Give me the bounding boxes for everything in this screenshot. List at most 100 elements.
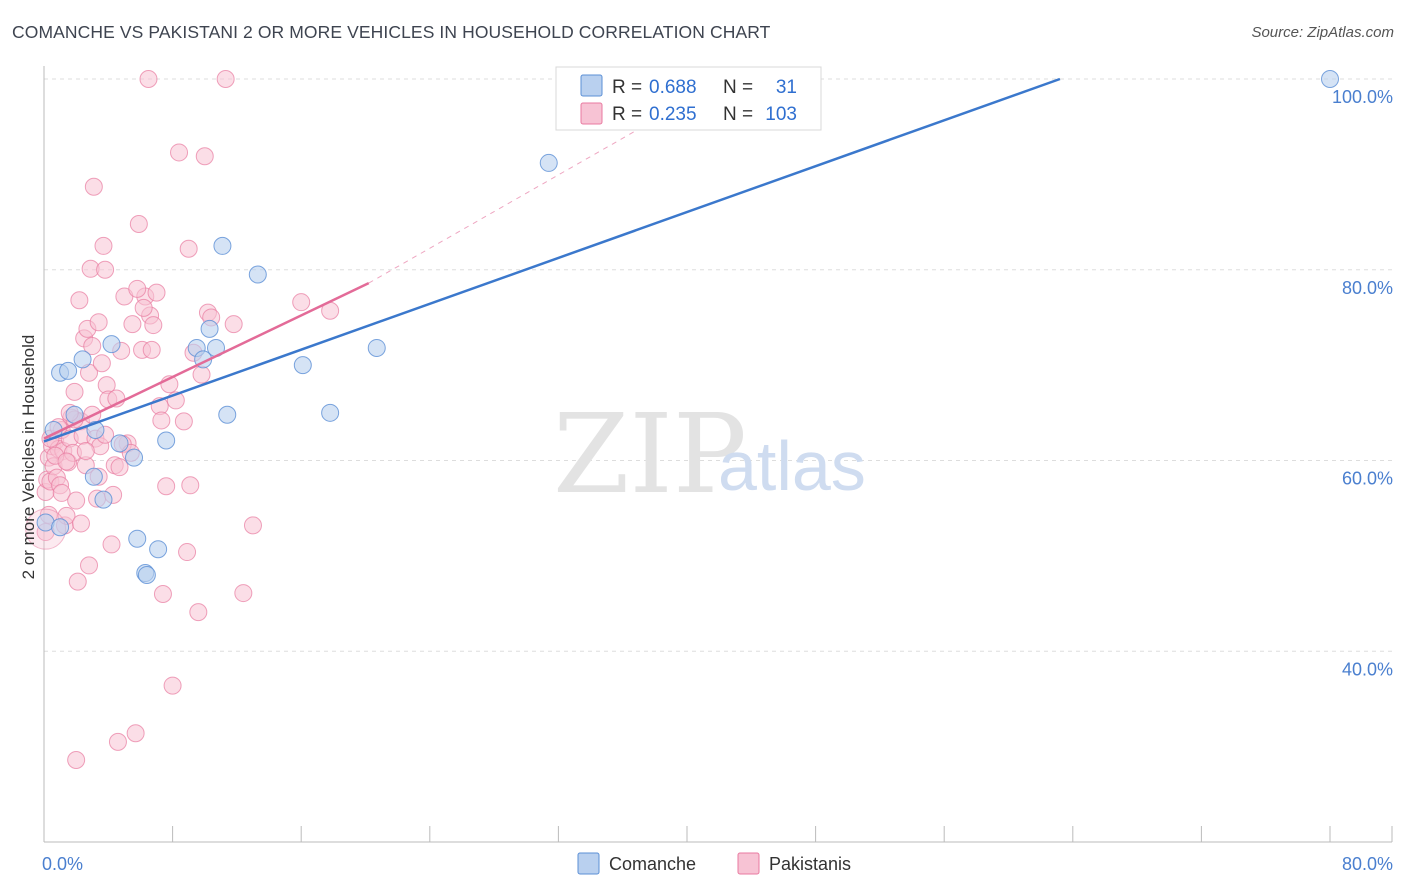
comanche-trend-line <box>43 77 1061 443</box>
comanche-point <box>539 153 558 172</box>
pakistanis-point <box>216 70 235 88</box>
legend-n-value-comanche: 31 <box>776 77 797 98</box>
pakistanis-point <box>142 340 161 359</box>
pakistanis-point <box>67 750 86 769</box>
watermark-atlas: atlas <box>718 427 866 505</box>
x-tick-label: 0.0% <box>42 854 83 874</box>
pakistanis-point <box>65 382 84 401</box>
x-tick-labels: 0.0% 80.0% <box>42 854 1393 874</box>
pakistanis-point <box>152 411 171 430</box>
legend-r-label-pakistanis: R = <box>612 104 642 125</box>
comanche-point <box>59 361 78 380</box>
comanche-point <box>157 431 176 450</box>
pakistanis-point <box>83 337 102 356</box>
comanche-point <box>125 448 144 467</box>
pakistanis-point <box>189 603 208 622</box>
x-tick-label: 80.0% <box>1342 854 1393 874</box>
pakistanis-point <box>68 572 87 591</box>
pakistanis-point <box>129 214 148 233</box>
legend-r-value-comanche: 0.688 <box>649 77 697 98</box>
series-legend: Comanche Pakistanis <box>577 852 851 875</box>
pakistanis-point <box>123 315 142 334</box>
pakistanis-point <box>108 732 127 751</box>
comanche-point <box>110 434 129 453</box>
y-tick-label: 100.0% <box>1332 87 1393 107</box>
pakistanis-point <box>92 354 111 373</box>
pakistanis-point <box>70 291 89 310</box>
pakistanis-point <box>89 313 108 332</box>
comanche-point <box>1321 70 1339 88</box>
pakistanis-point <box>153 585 172 604</box>
y-tick-label: 40.0% <box>1342 659 1393 679</box>
legend-r-value-pakistanis: 0.235 <box>649 104 697 125</box>
pakistanis-point <box>192 365 211 384</box>
comanche-point <box>321 403 340 422</box>
chart-title: COMANCHE VS PAKISTANI 2 OR MORE VEHICLES… <box>12 22 771 42</box>
pakistanis-point <box>170 143 189 162</box>
gridlines <box>44 78 1392 652</box>
pakistanis-point <box>178 543 197 562</box>
legend-swatch-comanche <box>580 74 603 97</box>
comanche-points <box>36 70 1339 584</box>
pakistanis-point <box>84 177 103 196</box>
pakistanis-point <box>195 147 214 166</box>
comanche-point <box>200 319 219 338</box>
bottom-legend-swatch-pakistanis <box>737 852 760 875</box>
pakistanis-point <box>243 516 262 535</box>
legend-swatch-pakistanis <box>580 102 603 125</box>
pakistanis-point <box>134 298 153 317</box>
watermark: ZIP atlas <box>553 390 866 518</box>
pakistanis-point <box>76 441 95 460</box>
comanche-point <box>84 467 103 486</box>
y-tick-label: 60.0% <box>1342 469 1393 489</box>
trend-lines <box>43 77 1061 443</box>
pakistanis-point <box>292 293 311 312</box>
pakistanis-point <box>179 239 198 258</box>
pakistanis-point <box>139 70 158 88</box>
y-tick-label: 80.0% <box>1342 278 1393 298</box>
pakistanis-point <box>96 260 115 279</box>
pakistanis-point <box>144 316 163 335</box>
watermark-zip: ZIP <box>553 390 747 518</box>
comanche-point <box>94 490 113 509</box>
y-tick-labels: 100.0% 80.0% 60.0% 40.0% <box>1332 87 1393 679</box>
comanche-point <box>102 335 121 354</box>
stats-legend: R = 0.688 N = 31 R = 0.235 N = 103 <box>555 66 822 131</box>
legend-n-label-pakistanis: N = <box>723 104 753 125</box>
bottom-legend-swatch-comanche <box>577 852 600 875</box>
comanche-point <box>73 350 92 369</box>
pakistanis-point <box>174 412 193 431</box>
y-axis-label: 2 or more Vehicles in Household <box>19 335 38 580</box>
comanche-point <box>213 236 232 255</box>
pakistanis-point <box>110 458 129 477</box>
comanche-point <box>293 356 312 375</box>
comanche-point <box>137 565 156 584</box>
pakistanis-point <box>80 556 99 575</box>
pakistanis-trend-extension <box>368 116 660 284</box>
comanche-point <box>128 529 147 548</box>
comanche-point <box>367 338 386 357</box>
pakistanis-point <box>157 477 176 496</box>
comanche-point <box>248 265 267 284</box>
comanche-point <box>149 540 168 559</box>
legend-n-label-comanche: N = <box>723 77 753 98</box>
pakistanis-point <box>94 236 113 255</box>
legend-n-value-pakistanis: 103 <box>765 104 797 125</box>
pakistanis-point <box>181 476 200 495</box>
pakistanis-point <box>126 724 145 743</box>
pakistanis-point <box>102 535 121 554</box>
pakistanis-point <box>147 283 166 302</box>
comanche-point <box>218 405 237 424</box>
pakistanis-point <box>52 483 71 502</box>
comanche-point <box>51 518 70 537</box>
pakistanis-points <box>25 70 340 769</box>
bottom-legend-label-comanche: Comanche <box>609 854 696 874</box>
source-label: Source: ZipAtlas.com <box>1251 24 1394 41</box>
pakistanis-point <box>71 514 90 533</box>
pakistanis-point <box>234 584 253 603</box>
pakistanis-point <box>163 676 182 695</box>
pakistanis-point <box>57 452 76 471</box>
legend-r-label-comanche: R = <box>612 77 642 98</box>
bottom-legend-label-pakistanis: Pakistanis <box>769 854 851 874</box>
